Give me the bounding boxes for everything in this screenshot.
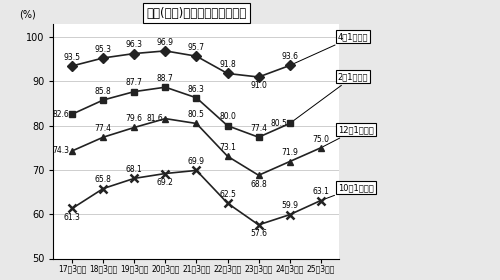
Text: 68.1: 68.1 xyxy=(126,165,142,174)
Text: 74.3: 74.3 xyxy=(52,146,70,155)
Text: 69.2: 69.2 xyxy=(157,178,174,187)
Text: 4月1日現在: 4月1日現在 xyxy=(292,32,368,64)
Text: 73.1: 73.1 xyxy=(219,143,236,152)
Text: 93.5: 93.5 xyxy=(64,53,80,62)
Title: 就職(内定)率の推移　（大学）: 就職(内定)率の推移 （大学） xyxy=(146,7,246,20)
Text: 71.9: 71.9 xyxy=(281,148,298,157)
Text: 91.0: 91.0 xyxy=(250,81,267,90)
Text: 82.6: 82.6 xyxy=(53,110,70,119)
Text: 79.6: 79.6 xyxy=(126,114,143,123)
Text: 69.9: 69.9 xyxy=(188,157,205,166)
Text: 12月1日現在: 12月1日現在 xyxy=(323,125,374,146)
Text: 88.7: 88.7 xyxy=(157,74,174,83)
Text: 96.9: 96.9 xyxy=(157,38,174,47)
Text: 95.3: 95.3 xyxy=(94,45,112,54)
Text: 81.6: 81.6 xyxy=(146,114,163,123)
Text: 57.6: 57.6 xyxy=(250,229,267,238)
Text: 93.6: 93.6 xyxy=(281,52,298,61)
Text: 77.4: 77.4 xyxy=(250,124,267,133)
Text: 80.5: 80.5 xyxy=(188,110,205,119)
Text: 87.7: 87.7 xyxy=(126,78,142,87)
Text: 96.3: 96.3 xyxy=(126,40,143,49)
Text: 75.0: 75.0 xyxy=(312,135,330,144)
Text: 80.0: 80.0 xyxy=(219,113,236,122)
Text: 95.7: 95.7 xyxy=(188,43,205,52)
Text: (%): (%) xyxy=(19,9,36,19)
Text: 86.3: 86.3 xyxy=(188,85,205,94)
Text: 91.8: 91.8 xyxy=(219,60,236,69)
Text: 65.8: 65.8 xyxy=(94,175,112,184)
Text: 2月1日現在: 2月1日現在 xyxy=(292,72,368,122)
Text: 80.5: 80.5 xyxy=(270,119,287,128)
Text: 10月1日現在: 10月1日現在 xyxy=(324,183,374,200)
Text: 68.8: 68.8 xyxy=(250,179,267,188)
Text: 62.5: 62.5 xyxy=(219,190,236,199)
Text: 63.1: 63.1 xyxy=(312,187,329,196)
Text: 85.8: 85.8 xyxy=(95,87,112,96)
Text: 59.9: 59.9 xyxy=(281,201,298,211)
Text: 77.4: 77.4 xyxy=(94,124,112,133)
Text: 61.3: 61.3 xyxy=(64,213,80,222)
